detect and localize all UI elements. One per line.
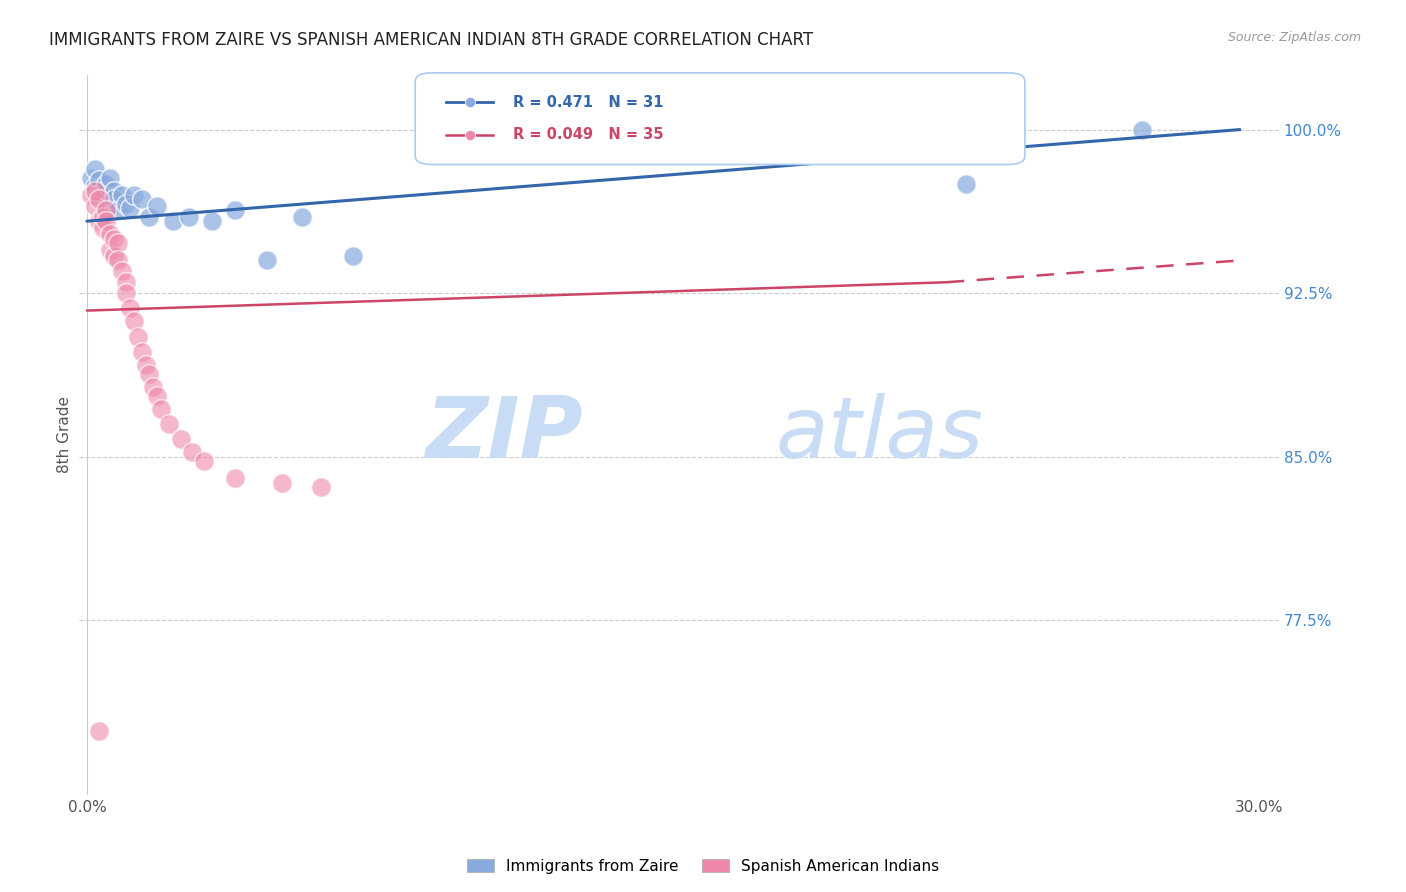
Point — [91, 184, 114, 198]
Point — [83, 161, 105, 176]
Point — [271, 475, 294, 490]
Point — [458, 95, 481, 110]
Point — [100, 199, 122, 213]
Point — [103, 193, 125, 207]
Point — [224, 203, 246, 218]
Y-axis label: 8th Grade: 8th Grade — [58, 396, 72, 474]
Point — [201, 214, 224, 228]
Text: Source: ZipAtlas.com: Source: ZipAtlas.com — [1227, 31, 1361, 45]
Text: R = 0.049   N = 35: R = 0.049 N = 35 — [513, 128, 664, 143]
Point — [107, 253, 129, 268]
Point — [103, 184, 125, 198]
Point — [91, 193, 114, 207]
Point — [458, 128, 481, 142]
Point — [311, 480, 333, 494]
Point — [103, 232, 125, 246]
Point — [955, 177, 977, 191]
Point — [118, 301, 141, 316]
Point — [87, 172, 110, 186]
Point — [224, 471, 246, 485]
Point — [87, 193, 110, 207]
Point — [150, 401, 173, 416]
Text: R = 0.471   N = 31: R = 0.471 N = 31 — [513, 95, 664, 110]
Text: atlas: atlas — [775, 393, 983, 476]
Point — [193, 454, 215, 468]
Point — [142, 380, 165, 394]
Legend: Immigrants from Zaire, Spanish American Indians: Immigrants from Zaire, Spanish American … — [460, 853, 946, 880]
Point — [170, 432, 193, 446]
Point — [80, 188, 103, 202]
Point — [122, 314, 145, 328]
Point — [103, 249, 125, 263]
Point — [115, 286, 138, 301]
Point — [96, 214, 118, 228]
Point — [135, 358, 157, 372]
Point — [181, 445, 204, 459]
Point — [256, 253, 278, 268]
Point — [131, 193, 153, 207]
Point — [138, 367, 160, 381]
Point — [83, 179, 105, 194]
Point — [162, 214, 184, 228]
Point — [115, 275, 138, 289]
Point — [83, 184, 105, 198]
Point — [87, 724, 110, 739]
Point — [87, 188, 110, 202]
Point — [138, 210, 160, 224]
Point — [91, 220, 114, 235]
Point — [111, 264, 134, 278]
Point — [127, 330, 149, 344]
Point — [107, 203, 129, 218]
Point — [897, 127, 920, 141]
Point — [83, 199, 105, 213]
Text: ZIP: ZIP — [426, 393, 583, 476]
Point — [100, 170, 122, 185]
Point — [111, 188, 134, 202]
Point — [107, 235, 129, 250]
Text: IMMIGRANTS FROM ZAIRE VS SPANISH AMERICAN INDIAN 8TH GRADE CORRELATION CHART: IMMIGRANTS FROM ZAIRE VS SPANISH AMERICA… — [49, 31, 813, 49]
Point — [146, 199, 169, 213]
Point — [177, 210, 200, 224]
Point — [100, 243, 122, 257]
Point — [100, 227, 122, 242]
Point — [80, 170, 103, 185]
Point — [157, 417, 180, 431]
Point — [115, 196, 138, 211]
Point — [96, 203, 118, 218]
Point — [87, 214, 110, 228]
Point — [122, 188, 145, 202]
Point — [291, 210, 314, 224]
Point — [96, 177, 118, 191]
Point — [131, 345, 153, 359]
Point — [1130, 122, 1153, 136]
Point — [118, 201, 141, 215]
Point — [91, 210, 114, 224]
Point — [146, 389, 169, 403]
Point — [342, 249, 364, 263]
FancyBboxPatch shape — [415, 73, 1025, 164]
Point — [96, 203, 118, 218]
